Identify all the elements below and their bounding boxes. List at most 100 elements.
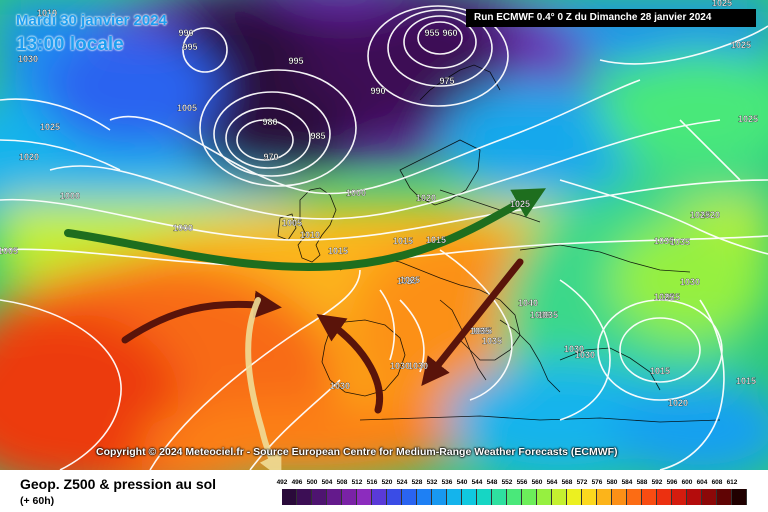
scale-tick-label: 584	[621, 479, 633, 486]
isobar-label: 1030	[408, 361, 428, 371]
scale-tick-label: 512	[351, 479, 363, 486]
isobar-label: 1035	[482, 336, 502, 346]
scale-swatch	[597, 489, 612, 505]
scale-tick-label: 496	[291, 479, 303, 486]
isobar-label: 955	[424, 28, 439, 38]
scale-swatch	[552, 489, 567, 505]
isobar-label: 1020	[19, 152, 39, 162]
scale-tick-label: 500	[306, 479, 318, 486]
cold-flow-arrow-east	[421, 258, 524, 386]
isobar-label: 1025	[654, 292, 674, 302]
scale-tick-label: 560	[531, 479, 543, 486]
isobar-label: 1010	[300, 230, 320, 240]
isobar-label: 1015	[393, 236, 413, 246]
scale-swatch	[372, 489, 387, 505]
southerly-flow-arrow	[245, 297, 282, 470]
scale-swatch	[387, 489, 402, 505]
copyright-notice: Copyright © 2024 Meteociel.fr - Source E…	[96, 446, 618, 458]
scale-swatch	[327, 489, 342, 505]
forecast-range: (+ 60h)	[20, 495, 55, 507]
isobar-label: 1020	[668, 398, 688, 408]
scale-swatch	[687, 489, 702, 505]
scale-tick-label: 592	[651, 479, 663, 486]
isobar-label: 1035	[538, 310, 558, 320]
isobar-label: 990	[370, 86, 385, 96]
scale-tick-label: 524	[396, 479, 408, 486]
forecast-time: 13:00 locale	[16, 34, 124, 55]
scale-tick-label: 604	[696, 479, 708, 486]
scale-tick-label: 612	[726, 479, 738, 486]
scale-tick-label: 596	[666, 479, 678, 486]
isobar-label: 1030	[330, 381, 350, 391]
scale-swatch	[522, 489, 537, 505]
isobar-label: 1035	[670, 237, 690, 247]
isobar-label: 1030	[564, 344, 584, 354]
scale-swatch	[447, 489, 462, 505]
scale-swatch	[507, 489, 522, 505]
isobar-label: 1025	[660, 292, 680, 302]
isobar-label: 975	[439, 76, 454, 86]
scale-tick-label: 540	[456, 479, 468, 486]
isobar-label: 1015	[650, 366, 670, 376]
scale-swatch	[477, 489, 492, 505]
scale-swatch	[702, 489, 717, 505]
isobar-label: 1035	[472, 326, 492, 336]
isobar-labels: 1005100099598599010001005101010151020102…	[0, 0, 758, 408]
scale-swatch	[732, 489, 747, 505]
scale-tick-label: 588	[636, 479, 648, 486]
scale-swatch	[672, 489, 687, 505]
isobar-label: 1025	[712, 0, 732, 8]
scale-swatch	[417, 489, 432, 505]
map-title: Geop. Z500 & pression au sol	[20, 476, 217, 492]
scale-swatch	[432, 489, 447, 505]
scale-tick-label: 492	[276, 479, 288, 486]
scale-tick-label: 600	[681, 479, 693, 486]
scale-tick-label: 536	[441, 479, 453, 486]
scale-tick-label: 576	[591, 479, 603, 486]
scale-tick-label: 516	[366, 479, 378, 486]
warm-flow-arrow-spain	[316, 313, 383, 414]
isobar-label: 1005	[177, 103, 197, 113]
isobar-label: 980	[262, 117, 277, 127]
scale-tick-label: 556	[516, 479, 528, 486]
isobar-label: 1040	[518, 298, 538, 308]
isobar-label: 985	[310, 131, 325, 141]
isobar-label: 990	[178, 28, 193, 38]
isobar-label: 1025	[400, 275, 420, 285]
color-scale: 492 496 500 504 508 512 516 520 524 528 532 536 540 5…	[277, 479, 752, 509]
isobar-label: 1025	[40, 122, 60, 132]
isobar-label: 1000	[173, 223, 193, 233]
jet-stream-arrow	[64, 188, 546, 271]
isobar-label: 1015	[736, 376, 756, 386]
scale-tick-label: 532	[426, 479, 438, 486]
scale-swatch	[342, 489, 357, 505]
scale-swatch	[657, 489, 672, 505]
isobars	[0, 5, 768, 470]
scale-tick-label: 552	[501, 479, 513, 486]
isobar-label: 995	[288, 56, 303, 66]
scale-swatch	[537, 489, 552, 505]
scale-swatch	[462, 489, 477, 505]
scale-swatch	[357, 489, 372, 505]
isobar-label: 1015	[426, 235, 446, 245]
scale-tick-label: 544	[471, 479, 483, 486]
scale-swatch	[297, 489, 312, 505]
isobar-label: 1035	[470, 326, 490, 336]
isobar-label: 1025	[690, 210, 710, 220]
scale-swatch	[582, 489, 597, 505]
isobar-label: 1005	[282, 218, 302, 228]
scale-swatch	[567, 489, 582, 505]
isobar-label: 1030	[680, 277, 700, 287]
scale-tick-label: 528	[411, 479, 423, 486]
scale-tick-label: 508	[336, 479, 348, 486]
isobar-label: 1030	[575, 350, 595, 360]
scale-tick-label: 580	[606, 479, 618, 486]
isobar-label: 1030	[390, 361, 410, 371]
isobar-label: 1020	[700, 210, 720, 220]
scale-tick-label: 608	[711, 479, 723, 486]
isobar-label: 1040	[530, 310, 550, 320]
scale-tick-label: 520	[381, 479, 393, 486]
run-info: Run ECMWF 0.4° 0 Z du Dimanche 28 janvie…	[466, 9, 756, 27]
scale-swatch	[612, 489, 627, 505]
